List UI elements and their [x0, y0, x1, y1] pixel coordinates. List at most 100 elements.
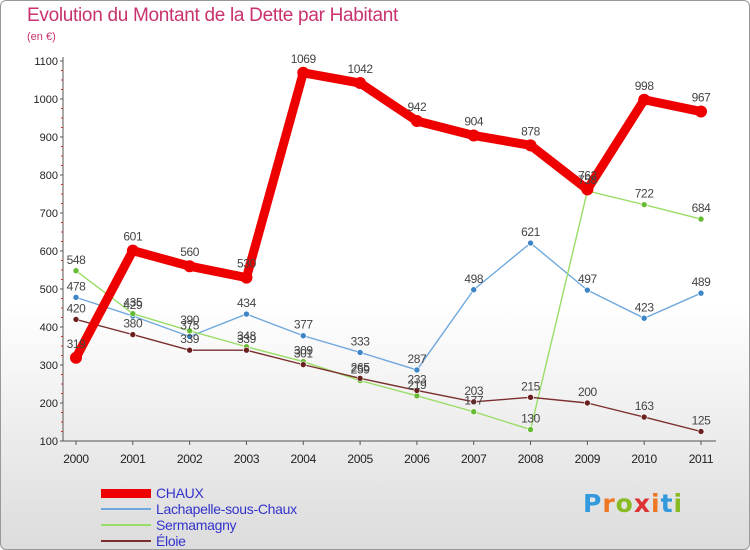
data-label: 319 — [67, 337, 87, 351]
y-tick-label: 1100 — [34, 56, 58, 68]
data-point — [640, 314, 648, 322]
y-tick-label: 300 — [40, 360, 58, 372]
data-point — [527, 426, 534, 433]
data-point — [354, 77, 367, 90]
data-label: 423 — [635, 300, 655, 314]
legend-item: Sermamagny — [101, 517, 401, 533]
data-label: 998 — [635, 79, 655, 93]
data-point — [126, 244, 139, 257]
data-label: 548 — [67, 253, 87, 267]
x-tick-label: 2003 — [234, 452, 260, 466]
data-label: 339 — [237, 332, 257, 346]
axes: 100 200 300 400 500 600 700 800 900 1000 1100 2000 2… — [34, 56, 716, 466]
data-point — [70, 351, 82, 364]
data-label: 377 — [294, 318, 314, 332]
data-point — [524, 139, 537, 152]
data-point — [72, 267, 80, 275]
x-tick-label: 2006 — [404, 452, 430, 466]
data-label: 429 — [123, 298, 143, 312]
data-point — [584, 399, 591, 407]
y-tick-label: 1000 — [34, 94, 58, 106]
legend-swatch — [101, 524, 151, 526]
data-label: 489 — [692, 275, 712, 289]
y-tick-label: 700 — [40, 208, 58, 220]
chart-title: Evolution du Montant de la Dette par Hab… — [27, 5, 398, 26]
chart-subtitle: (en €) — [27, 31, 56, 43]
data-label: 233 — [407, 372, 427, 386]
y-tick-label: 400 — [40, 322, 58, 334]
logo-letter: o — [615, 489, 634, 518]
legend-label: Lachapelle-sous-Chaux — [156, 501, 297, 517]
data-label: 259 — [351, 363, 371, 377]
data-point — [697, 428, 705, 435]
y-tick-label: 600 — [40, 246, 58, 258]
x-tick-label: 2009 — [575, 452, 601, 466]
data-point — [186, 346, 193, 354]
y-tick-label: 900 — [40, 132, 58, 144]
legend: CHAUX Lachapelle-sous-Chaux Sermamagny Éloi… — [101, 485, 401, 549]
data-label: 265 — [351, 360, 371, 374]
data-label: 942 — [407, 100, 427, 114]
data-label: 348 — [237, 329, 257, 343]
data-point — [527, 393, 534, 401]
legend-swatch — [101, 540, 151, 542]
data-point — [413, 366, 421, 374]
data-point — [410, 115, 423, 128]
data-label: 497 — [578, 272, 598, 286]
x-tick-label: 2002 — [177, 452, 203, 466]
data-label: 758 — [578, 173, 598, 187]
x-tick-label: 2008 — [518, 452, 544, 466]
logo-letter: r — [602, 489, 616, 518]
series-layer — [70, 66, 707, 435]
data-label: 390 — [180, 313, 200, 327]
data-label: 125 — [692, 414, 712, 428]
data-point — [695, 105, 707, 118]
data-point — [72, 316, 80, 323]
data-point — [640, 201, 648, 208]
data-point — [470, 286, 478, 294]
data-label: 684 — [692, 201, 712, 215]
logo-letter: P — [583, 489, 603, 518]
logo-letter: i — [673, 489, 684, 518]
data-point — [183, 260, 196, 273]
data-label: 203 — [464, 384, 484, 398]
data-point — [299, 332, 307, 340]
data-point — [129, 331, 137, 338]
data-point — [72, 294, 80, 301]
data-point — [584, 286, 591, 294]
data-label: 163 — [635, 399, 655, 413]
series-line — [75, 242, 702, 371]
data-point — [413, 387, 421, 394]
logo-letter: i — [651, 489, 661, 518]
x-tick-label: 2010 — [631, 452, 657, 466]
x-tick-label: 2007 — [461, 452, 487, 466]
data-label: 1069 — [291, 52, 317, 66]
data-point — [186, 327, 193, 335]
data-point — [638, 93, 651, 106]
data-label: 339 — [180, 332, 200, 346]
data-point — [240, 271, 253, 284]
data-point — [243, 346, 250, 354]
data-point — [356, 374, 364, 382]
data-point — [470, 408, 478, 416]
data-point — [470, 398, 478, 406]
data-label: 219 — [407, 378, 427, 392]
data-label: 420 — [67, 301, 87, 315]
data-label: 1042 — [348, 62, 374, 76]
legend-item: CHAUX — [101, 485, 401, 501]
data-point — [581, 183, 594, 196]
data-point — [356, 349, 364, 356]
data-point — [129, 310, 137, 318]
data-label: 878 — [521, 124, 541, 138]
data-point — [299, 361, 307, 368]
series-line — [75, 318, 702, 433]
data-label: 130 — [521, 412, 541, 426]
data-label: 530 — [237, 257, 257, 271]
data-label: 967 — [692, 91, 712, 105]
x-tick-label: 2000 — [63, 452, 89, 466]
data-label: 601 — [123, 230, 143, 244]
data-label: 434 — [237, 296, 257, 310]
y-tick-label: 200 — [40, 398, 58, 410]
